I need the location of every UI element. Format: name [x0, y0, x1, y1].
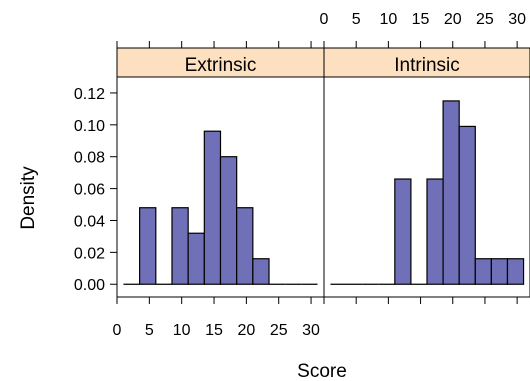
x-tick-label-top: 30	[508, 11, 526, 28]
x-tick-label-bottom: 20	[237, 322, 255, 339]
strip-extrinsic	[116, 47, 325, 78]
panel-border-intrinsic	[323, 76, 530, 298]
y-tick-label: 0.00	[74, 277, 105, 294]
histogram-bar	[474, 258, 492, 285]
x-tick-label-bottom: 0	[113, 322, 122, 339]
x-tick-label-top: 20	[444, 11, 462, 28]
histogram-bar	[171, 207, 189, 285]
y-axis-label: Density	[18, 166, 39, 230]
histogram-bar	[426, 178, 444, 285]
y-tick-label: 0.02	[74, 245, 105, 262]
histogram-bar	[219, 156, 238, 285]
x-tick-label-top: 5	[352, 11, 361, 28]
histogram-bar	[236, 207, 254, 285]
y-tick-label: 0.06	[74, 182, 105, 199]
x-tick-label-bottom: 25	[270, 322, 288, 339]
x-tick-label-top: 10	[379, 11, 397, 28]
strip-intrinsic	[323, 47, 530, 78]
histogram-bar	[458, 125, 476, 285]
histogram-bar	[394, 178, 412, 285]
strip-label-extrinsic: Extrinsic	[185, 55, 257, 76]
y-tick-label: 0.10	[74, 118, 105, 135]
strip-label-intrinsic: Intrinsic	[394, 55, 459, 76]
x-axis-label: Score	[297, 361, 347, 381]
panels-layer: Extrinsic Intrinsic	[116, 47, 530, 298]
histogram-bar	[139, 207, 157, 285]
axes-layer: 0 0 5 5 10 10 15 15 20 20 25 25 30 30 0.00 0.02 0.04 0.06…	[74, 11, 526, 339]
x-tick-label-bottom: 30	[302, 322, 320, 339]
histogram-bar	[187, 232, 205, 285]
x-tick-label-bottom: 5	[145, 322, 154, 339]
histogram-bar	[203, 130, 222, 285]
histogram-bar	[490, 258, 509, 285]
x-tick-label-bottom: 10	[173, 322, 191, 339]
x-tick-label-top: 15	[412, 11, 430, 28]
x-tick-label-bottom: 15	[205, 322, 223, 339]
y-tick-label: 0.08	[74, 150, 105, 167]
y-tick-label: 0.12	[74, 86, 105, 103]
panel-extrinsic: Extrinsic	[116, 47, 325, 298]
histogram-bar	[506, 258, 525, 285]
panel-intrinsic: Intrinsic	[323, 47, 530, 298]
histogram-bar	[442, 100, 460, 285]
y-tick-label: 0.04	[74, 213, 105, 230]
x-tick-label-top: 25	[476, 11, 494, 28]
histogram-bar	[252, 258, 270, 285]
x-tick-label-top: 0	[320, 11, 329, 28]
